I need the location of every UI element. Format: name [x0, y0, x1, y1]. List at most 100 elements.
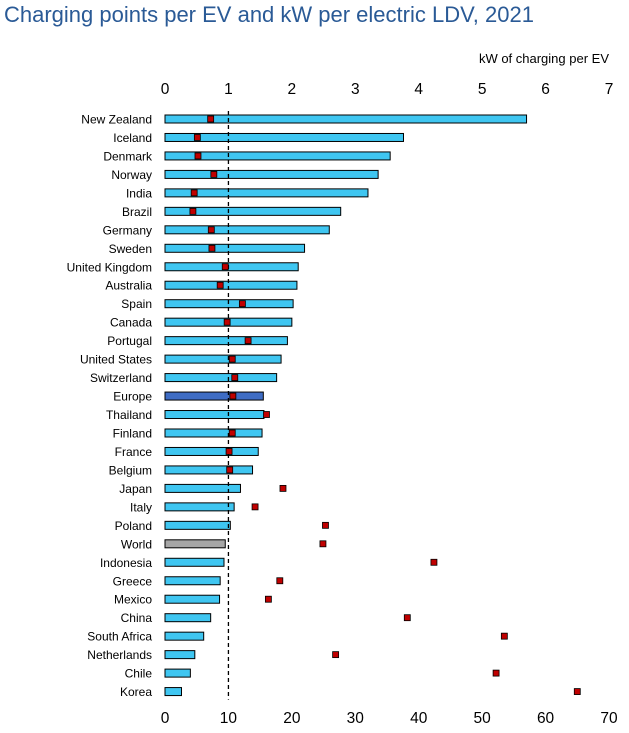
- category-label: Italy: [130, 500, 152, 514]
- category-labels: New Zealand Iceland Denmark Norway India Braz…: [67, 113, 153, 700]
- marker: [231, 374, 239, 381]
- bar: [164, 243, 306, 253]
- bar: [164, 151, 391, 161]
- bar: [164, 613, 212, 623]
- category-label: Indonesia: [100, 556, 152, 570]
- top-tick-label: 0: [161, 81, 170, 98]
- marker: [221, 263, 229, 271]
- category-label: United States: [80, 353, 152, 367]
- bar: [164, 336, 288, 346]
- bar: [164, 650, 196, 660]
- category-label: Netherlands: [87, 648, 152, 662]
- top-tick-label: 7: [605, 81, 614, 98]
- marker: [228, 355, 236, 363]
- category-label: Brazil: [122, 205, 152, 219]
- bar: [164, 114, 528, 124]
- bar: [164, 483, 241, 493]
- marker: [225, 448, 233, 455]
- marker: [207, 226, 215, 234]
- category-label: Chile: [125, 667, 153, 681]
- marker: [263, 411, 270, 418]
- category-label: Mexico: [114, 593, 152, 607]
- top-axis: kW of charging per EV 0 1 2 3 4 5 6 7: [161, 51, 614, 98]
- bar: [164, 520, 231, 530]
- marker: [244, 337, 252, 345]
- category-label: Norway: [111, 168, 152, 182]
- marker: [238, 300, 246, 308]
- category-label: South Africa: [87, 630, 152, 644]
- category-label: World: [121, 537, 152, 551]
- category-label: Canada: [110, 316, 152, 330]
- marker: [194, 152, 202, 160]
- bar: [164, 631, 205, 641]
- bar: [164, 188, 369, 198]
- top-tick-label: 6: [541, 81, 550, 98]
- marker: [229, 392, 237, 400]
- top-tick-label: 5: [478, 81, 487, 98]
- marker: [228, 429, 236, 437]
- marker: [319, 540, 327, 548]
- top-tick-label: 1: [224, 81, 233, 98]
- marker: [430, 558, 438, 566]
- category-label: Iceland: [113, 131, 152, 145]
- bar-series: [164, 114, 528, 697]
- bar: [164, 132, 404, 142]
- bar: [164, 410, 265, 420]
- marker: [492, 669, 500, 677]
- bar: [164, 539, 226, 549]
- bar: [164, 225, 330, 235]
- bar: [164, 206, 342, 216]
- bar: [164, 594, 221, 604]
- marker: [190, 189, 198, 197]
- category-label: Portugal: [107, 334, 152, 348]
- top-tick-label: 2: [288, 81, 297, 98]
- marker: [223, 318, 231, 326]
- bottom-tick-label: 70: [600, 710, 618, 727]
- category-label: New Zealand: [81, 113, 152, 127]
- marker: [208, 244, 216, 252]
- category-label: Australia: [105, 279, 152, 293]
- category-label: Spain: [121, 297, 152, 311]
- category-label: United Kingdom: [67, 260, 152, 274]
- marker: [279, 484, 287, 492]
- category-label: Denmark: [103, 149, 153, 163]
- bottom-tick-label: 0: [161, 710, 170, 727]
- category-label: Belgium: [109, 463, 152, 477]
- marker: [226, 466, 234, 474]
- marker-series: [189, 115, 581, 695]
- bar: [164, 428, 263, 438]
- bar: [164, 373, 278, 383]
- category-label: Greece: [113, 574, 153, 588]
- bottom-tick-label: 50: [474, 710, 492, 727]
- category-label: Thailand: [106, 408, 152, 422]
- bar: [164, 668, 191, 678]
- marker: [207, 115, 215, 123]
- marker: [264, 595, 272, 603]
- category-label: Switzerland: [90, 371, 152, 385]
- marker: [276, 577, 284, 585]
- category-label: Japan: [119, 482, 152, 496]
- bar: [164, 465, 254, 475]
- category-label: Germany: [103, 223, 152, 237]
- marker: [332, 651, 340, 659]
- category-label: Finland: [113, 426, 152, 440]
- bar: [164, 687, 182, 697]
- category-label: Europe: [113, 390, 152, 404]
- bar: [164, 446, 259, 456]
- bottom-tick-label: 20: [283, 710, 301, 727]
- top-tick-label: 3: [351, 81, 360, 98]
- marker: [216, 281, 224, 289]
- marker: [193, 134, 201, 141]
- bar: [164, 169, 379, 179]
- bar: [164, 502, 235, 512]
- bottom-tick-label: 40: [410, 710, 428, 727]
- category-label: France: [115, 445, 153, 459]
- category-label: India: [126, 186, 152, 200]
- category-label: Korea: [120, 685, 152, 699]
- bar: [164, 280, 298, 290]
- top-tick-label: 4: [414, 81, 423, 98]
- bar: [164, 391, 264, 401]
- marker: [189, 207, 197, 215]
- category-label: Sweden: [109, 242, 152, 256]
